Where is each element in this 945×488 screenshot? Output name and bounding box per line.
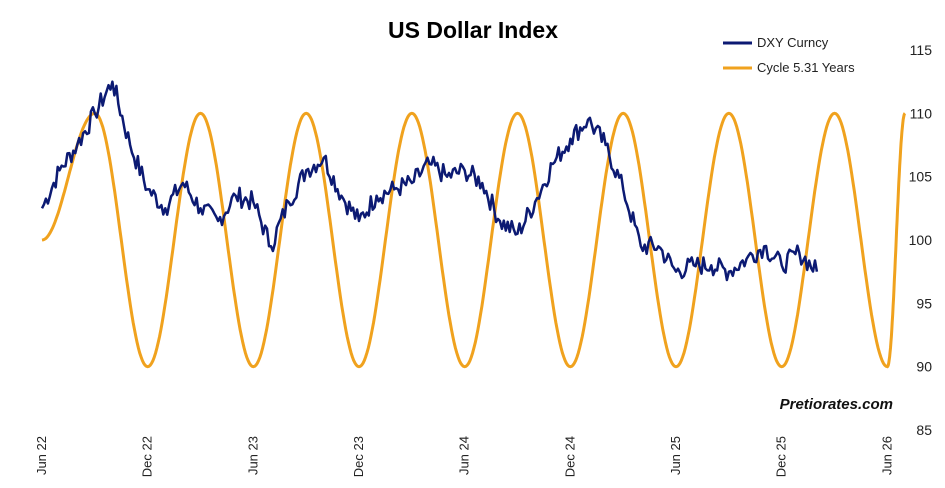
x-tick-label: Dec 24 [562, 436, 577, 477]
y-tick-label: 95 [916, 295, 932, 311]
x-tick-label: Dec 25 [774, 436, 789, 477]
plot-area [40, 80, 907, 369]
y-tick-label: 85 [916, 422, 932, 438]
y-tick-label: 115 [910, 42, 933, 58]
x-tick-label: Jun 23 [245, 436, 260, 475]
x-tick-label: Jun 24 [457, 436, 472, 475]
series-line-dxy [40, 80, 819, 282]
y-axis-right: 85 90 95 100 105 110 115 [909, 42, 933, 438]
y-tick-label: 90 [916, 359, 932, 375]
y-tick-label: 110 [910, 105, 933, 121]
y-tick-label: 100 [909, 232, 933, 248]
watermark-text: Pretiorates.com [780, 396, 893, 413]
chart-title: US Dollar Index [388, 17, 558, 43]
legend-label-dxy: DXY Curncy [757, 35, 829, 50]
x-tick-label: Jun 26 [879, 436, 894, 475]
x-tick-label: Jun 25 [668, 436, 683, 475]
x-tick-label: Dec 22 [140, 436, 155, 477]
x-tick-label: Dec 23 [351, 436, 366, 477]
legend: DXY Curncy Cycle 5.31 Years [723, 35, 855, 75]
legend-label-cycle: Cycle 5.31 Years [757, 60, 855, 75]
x-axis: Jun 22 Dec 22 Jun 23 Dec 23 Jun 24 Dec 24 Jun … [34, 436, 894, 477]
series-line-cycle [41, 111, 907, 369]
y-tick-label: 105 [909, 169, 933, 185]
x-tick-label: Jun 22 [34, 436, 49, 475]
